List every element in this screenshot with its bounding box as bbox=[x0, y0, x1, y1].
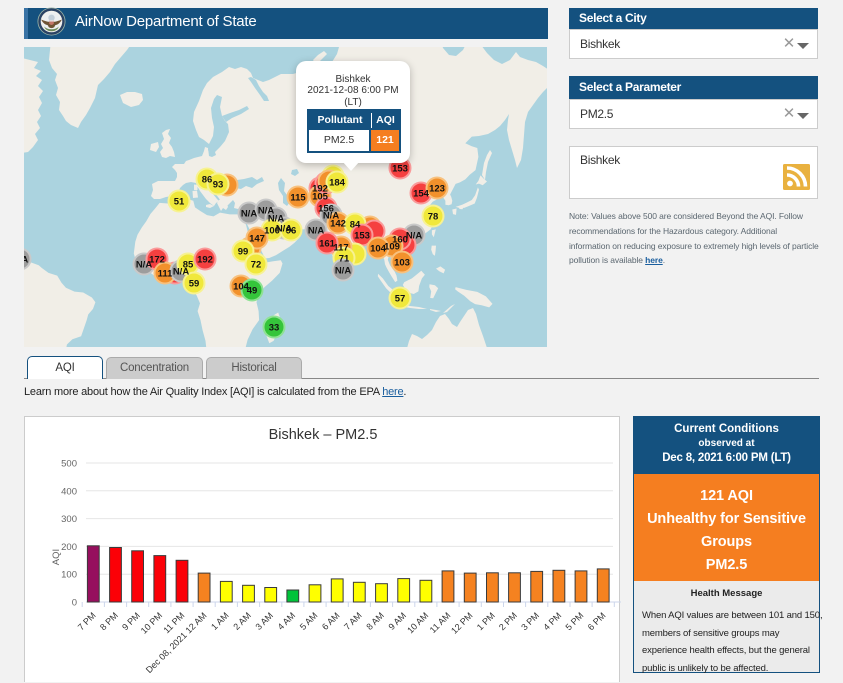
svg-text:N/A: N/A bbox=[24, 255, 28, 266]
svg-text:N/A: N/A bbox=[258, 206, 275, 217]
svg-text:84: 84 bbox=[350, 220, 361, 231]
svg-text:4 AM: 4 AM bbox=[276, 610, 298, 632]
svg-text:11 AM: 11 AM bbox=[428, 610, 453, 635]
svg-text:N/A: N/A bbox=[268, 214, 285, 225]
svg-text:96: 96 bbox=[286, 226, 297, 237]
svg-text:104: 104 bbox=[370, 244, 387, 255]
svg-text:2 PM: 2 PM bbox=[497, 610, 519, 632]
svg-text:72: 72 bbox=[251, 260, 262, 271]
svg-text:57: 57 bbox=[395, 294, 406, 305]
svg-text:N/A: N/A bbox=[323, 211, 340, 222]
svg-text:93: 93 bbox=[213, 180, 224, 191]
svg-text:156: 156 bbox=[318, 204, 334, 215]
svg-text:N/A: N/A bbox=[276, 224, 293, 235]
svg-text:N/A: N/A bbox=[173, 267, 190, 278]
svg-text:51: 51 bbox=[174, 197, 185, 208]
svg-text:6 PM: 6 PM bbox=[586, 610, 608, 632]
svg-text:85: 85 bbox=[183, 260, 194, 271]
svg-text:5 AM: 5 AM bbox=[298, 610, 320, 632]
svg-text:49: 49 bbox=[247, 286, 258, 297]
svg-text:109: 109 bbox=[384, 242, 400, 253]
svg-text:71: 71 bbox=[339, 254, 350, 265]
svg-text:1 AM: 1 AM bbox=[209, 610, 231, 632]
svg-text:160: 160 bbox=[392, 235, 408, 246]
svg-text:4 PM: 4 PM bbox=[541, 610, 563, 632]
svg-text:N/A: N/A bbox=[241, 209, 258, 220]
svg-text:300: 300 bbox=[61, 514, 77, 525]
svg-text:N/A: N/A bbox=[406, 231, 423, 242]
svg-text:400: 400 bbox=[61, 486, 77, 497]
svg-text:500: 500 bbox=[61, 459, 77, 470]
svg-text:N/A: N/A bbox=[136, 260, 153, 271]
svg-text:172: 172 bbox=[149, 255, 165, 266]
svg-text:3 PM: 3 PM bbox=[519, 610, 541, 632]
svg-text:192: 192 bbox=[312, 184, 328, 195]
svg-text:3 AM: 3 AM bbox=[254, 610, 276, 632]
svg-text:154: 154 bbox=[413, 189, 430, 200]
svg-text:8 AM: 8 AM bbox=[364, 610, 386, 632]
svg-text:184: 184 bbox=[329, 178, 346, 189]
svg-text:192: 192 bbox=[197, 255, 213, 266]
svg-text:AQI: AQI bbox=[51, 549, 62, 565]
svg-text:1 PM: 1 PM bbox=[475, 610, 497, 632]
svg-text:100: 100 bbox=[61, 570, 77, 581]
svg-text:86: 86 bbox=[202, 175, 213, 186]
svg-text:161: 161 bbox=[319, 239, 336, 250]
svg-text:153: 153 bbox=[392, 164, 408, 175]
svg-text:111: 111 bbox=[158, 269, 174, 280]
svg-text:153: 153 bbox=[354, 231, 370, 242]
svg-text:147: 147 bbox=[249, 234, 265, 245]
svg-text:7 AM: 7 AM bbox=[342, 610, 364, 632]
svg-text:123: 123 bbox=[429, 184, 445, 195]
svg-text:0: 0 bbox=[72, 598, 77, 609]
svg-text:10 PM: 10 PM bbox=[139, 610, 164, 635]
svg-text:115: 115 bbox=[290, 193, 306, 204]
svg-text:103: 103 bbox=[394, 258, 410, 269]
svg-text:100: 100 bbox=[264, 226, 280, 237]
svg-text:2 AM: 2 AM bbox=[231, 610, 253, 632]
svg-text:N/A: N/A bbox=[335, 266, 352, 277]
svg-text:N/A: N/A bbox=[308, 226, 325, 237]
svg-text:8 PM: 8 PM bbox=[98, 610, 120, 632]
svg-text:7 PM: 7 PM bbox=[76, 610, 98, 632]
svg-text:10 AM: 10 AM bbox=[405, 610, 430, 635]
svg-text:105: 105 bbox=[312, 192, 329, 203]
svg-text:200: 200 bbox=[61, 542, 77, 553]
svg-text:6 AM: 6 AM bbox=[320, 610, 342, 632]
svg-text:117: 117 bbox=[333, 243, 348, 254]
svg-text:33: 33 bbox=[269, 323, 280, 334]
svg-text:142: 142 bbox=[330, 219, 346, 230]
svg-text:59: 59 bbox=[189, 279, 200, 290]
svg-text:12 PM: 12 PM bbox=[449, 610, 474, 635]
svg-text:99: 99 bbox=[238, 247, 249, 258]
svg-text:78: 78 bbox=[428, 212, 439, 223]
svg-text:5 PM: 5 PM bbox=[563, 610, 585, 632]
svg-text:104: 104 bbox=[233, 282, 250, 293]
